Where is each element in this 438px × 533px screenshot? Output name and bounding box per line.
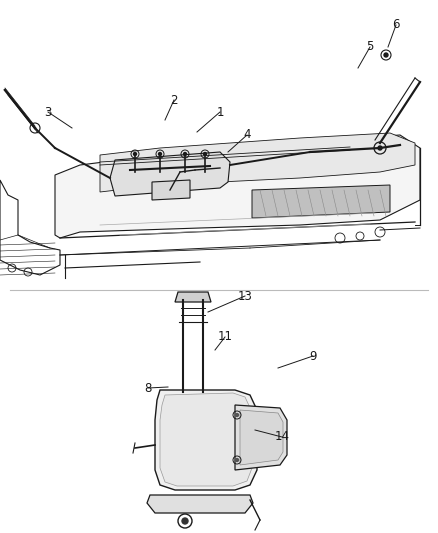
Circle shape <box>159 152 162 156</box>
Polygon shape <box>110 152 230 196</box>
Text: 4: 4 <box>243 128 251 141</box>
Polygon shape <box>160 393 252 486</box>
Text: 11: 11 <box>218 330 233 343</box>
Text: 5: 5 <box>366 41 374 53</box>
Circle shape <box>204 152 206 156</box>
Text: 13: 13 <box>237 289 252 303</box>
Circle shape <box>182 518 188 524</box>
Circle shape <box>384 53 388 57</box>
Circle shape <box>134 152 137 156</box>
Text: 1: 1 <box>216 106 224 118</box>
Polygon shape <box>55 135 420 238</box>
Polygon shape <box>155 390 257 490</box>
Polygon shape <box>252 185 390 218</box>
Text: 6: 6 <box>392 19 400 31</box>
Circle shape <box>236 458 239 462</box>
Circle shape <box>236 414 239 416</box>
Polygon shape <box>152 180 190 200</box>
Text: 3: 3 <box>44 106 52 118</box>
Polygon shape <box>100 133 415 192</box>
Polygon shape <box>175 292 211 302</box>
Polygon shape <box>147 495 253 513</box>
Circle shape <box>378 146 382 150</box>
Circle shape <box>184 152 187 156</box>
Text: 2: 2 <box>170 93 178 107</box>
Text: 14: 14 <box>275 431 290 443</box>
Text: 9: 9 <box>309 350 317 362</box>
Polygon shape <box>235 405 287 470</box>
Text: 8: 8 <box>144 382 152 394</box>
Polygon shape <box>240 410 283 465</box>
